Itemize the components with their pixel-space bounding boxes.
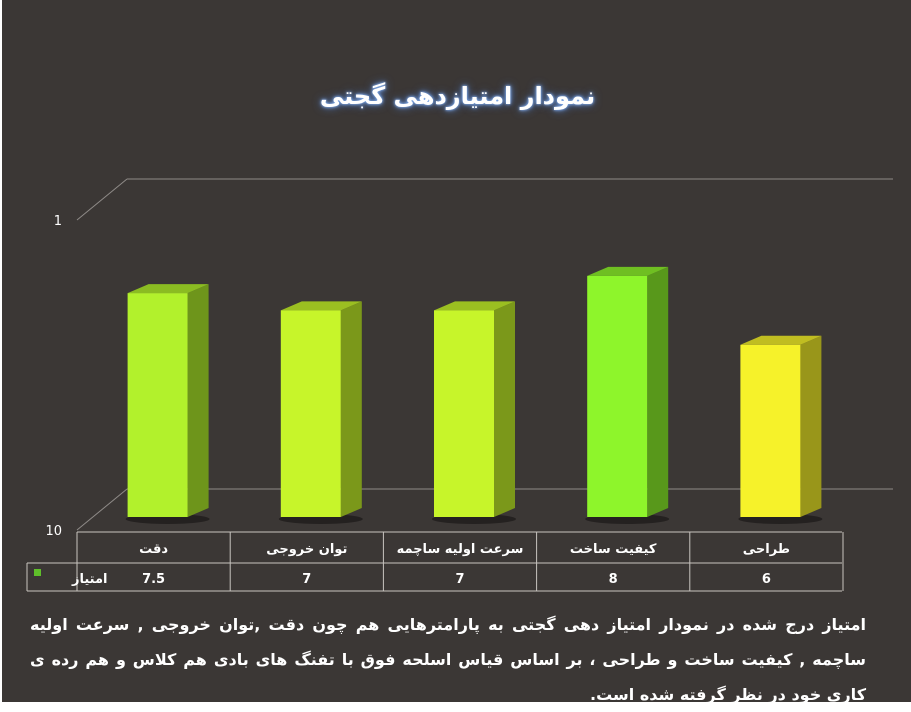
data-value-label: 7 <box>455 572 464 587</box>
chart-caption: امتیاز درج شده در نمودار امتیاز دهی گجتی… <box>30 615 866 704</box>
bar-side <box>340 301 362 517</box>
bar-top <box>587 266 669 276</box>
gridline-floor-diagonal <box>76 488 128 531</box>
category-label: کیفیت ساخت <box>570 542 657 557</box>
data-value-label: 7.5 <box>142 572 165 587</box>
category-label: سرعت اولیه ساچمه <box>397 542 524 557</box>
legend-series-name: امتیاز <box>71 572 107 587</box>
bar-side <box>647 266 669 517</box>
bar <box>127 293 188 517</box>
category-label: دقت <box>139 542 168 557</box>
bar-side <box>800 335 822 517</box>
chart-title: نمودار امتیازدهی گجتی <box>319 82 596 110</box>
bar-top <box>740 335 822 345</box>
bar <box>434 310 494 517</box>
data-value-label: 7 <box>302 572 311 587</box>
gridline-top-diagonal <box>76 178 128 221</box>
data-value-label: 8 <box>609 572 618 587</box>
data-value-label: 6 <box>762 572 771 587</box>
category-label: توان خروجی <box>266 542 347 557</box>
bar-top <box>434 301 515 311</box>
bar-side <box>494 301 515 517</box>
bar-side <box>187 284 209 517</box>
bar <box>280 310 341 517</box>
bar <box>587 275 648 517</box>
category-label: طراحی <box>743 542 790 557</box>
bar-top <box>127 284 209 294</box>
y-tick-label: 1 <box>54 214 62 229</box>
legend-swatch <box>34 569 41 576</box>
bar-top <box>280 301 362 311</box>
y-tick-label: 10 <box>45 524 62 539</box>
bar <box>740 344 801 517</box>
